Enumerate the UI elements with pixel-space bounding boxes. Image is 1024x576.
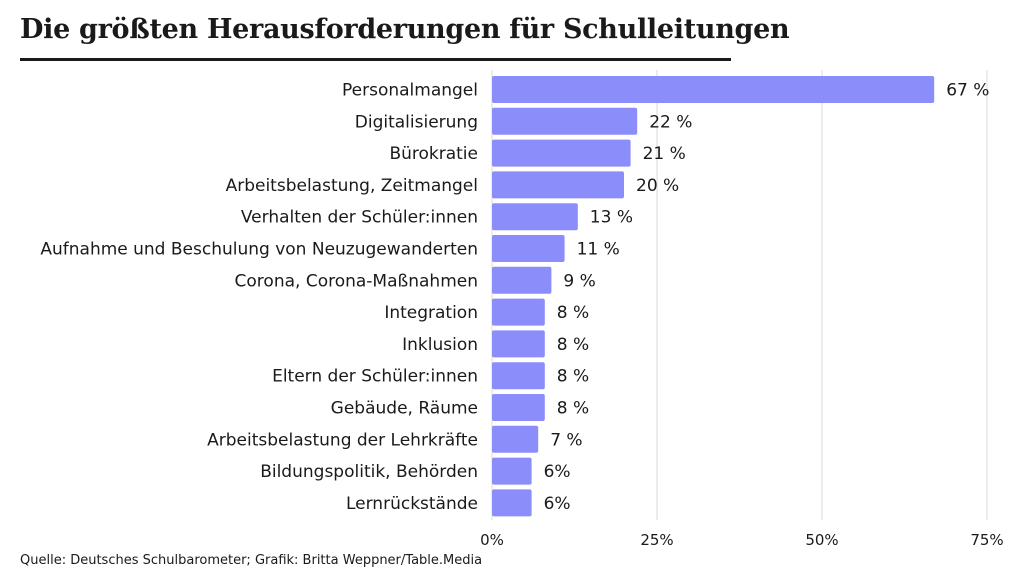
value-label: 8 % <box>557 303 589 323</box>
value-label: 8 % <box>557 399 589 419</box>
bar <box>492 394 545 421</box>
source-note: Quelle: Deutsches Schulbarometer; Grafik… <box>20 553 483 568</box>
value-label: 22 % <box>649 112 692 132</box>
bar <box>492 298 545 326</box>
title-underline <box>20 58 731 61</box>
category-label: Gebäude, Räume <box>331 399 478 419</box>
category-label: Bildungspolitik, Behörden <box>260 462 478 482</box>
value-label: 13 % <box>590 208 633 228</box>
category-label: Inklusion <box>402 335 478 355</box>
category-label: Eltern der Schüler:innen <box>272 367 478 387</box>
bar <box>492 266 552 294</box>
category-label: Digitalisierung <box>355 112 478 132</box>
value-label: 7 % <box>550 430 582 450</box>
category-label: Arbeitsbelastung, Zeitmangel <box>226 176 478 196</box>
value-label: 6% <box>544 494 571 514</box>
value-label: 67 % <box>946 81 989 101</box>
category-label: Verhalten der Schüler:innen <box>241 208 478 228</box>
category-label: Lernrückstände <box>346 494 478 514</box>
bar <box>492 235 565 262</box>
bar <box>492 171 624 199</box>
bar <box>492 76 935 103</box>
bar <box>492 203 578 231</box>
bar <box>492 425 539 453</box>
value-label: 11 % <box>577 240 620 260</box>
bar <box>492 107 638 135</box>
bar <box>492 139 631 167</box>
value-label: 9 % <box>563 271 595 291</box>
category-label: Aufnahme und Beschulung von Neuzugewande… <box>40 240 478 260</box>
value-label: 8 % <box>557 367 589 387</box>
category-label: Corona, Corona-Maßnahmen <box>235 271 478 291</box>
bar <box>492 489 532 517</box>
value-label: 6% <box>544 462 571 482</box>
category-label: Arbeitsbelastung der Lehrkräfte <box>207 430 478 450</box>
x-tick-label: 0% <box>480 531 504 549</box>
category-label: Personalmangel <box>342 81 478 101</box>
value-label: 8 % <box>557 335 589 355</box>
bar <box>492 457 532 485</box>
x-tick-label: 50% <box>805 531 838 549</box>
category-label: Integration <box>384 303 478 323</box>
bar <box>492 362 545 390</box>
bar <box>492 330 545 358</box>
category-label: Bürokratie <box>389 144 478 164</box>
value-label: 21 % <box>643 144 686 164</box>
x-tick-label: 75% <box>970 531 1003 549</box>
chart-title: Die größten Herausforderungen für Schull… <box>20 14 790 45</box>
x-tick-label: 25% <box>640 531 673 549</box>
value-label: 20 % <box>636 176 679 196</box>
